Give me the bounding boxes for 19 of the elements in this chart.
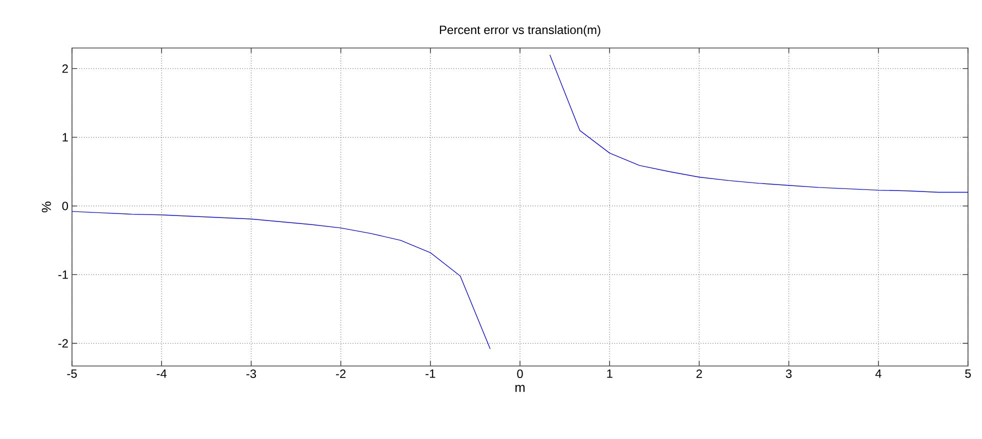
- chart-title: Percent error vs translation(m): [440, 25, 600, 36]
- x-tick-label: 0: [517, 370, 523, 378]
- x-tick-label: 2: [696, 370, 702, 378]
- x-axis-title: m: [515, 384, 525, 392]
- y-tick-label: 1: [62, 133, 68, 142]
- x-tick-label: -1: [426, 370, 436, 378]
- x-tick-label: 4: [875, 370, 882, 378]
- x-tick-label: 1: [607, 370, 612, 378]
- x-tick-label: 3: [786, 370, 792, 378]
- x-tick-label: -3: [246, 370, 256, 378]
- y-axis-title: %: [42, 202, 51, 212]
- y-tick-label: -1: [58, 270, 68, 279]
- y-tick-label: 2: [62, 64, 68, 73]
- x-tick-label: 5: [965, 370, 971, 378]
- x-tick-label: -2: [336, 370, 346, 378]
- x-tick-label: -4: [156, 370, 167, 378]
- x-tick-label: -5: [67, 370, 77, 378]
- y-tick-label: 0: [62, 202, 68, 210]
- y-tick-label: -2: [58, 339, 68, 348]
